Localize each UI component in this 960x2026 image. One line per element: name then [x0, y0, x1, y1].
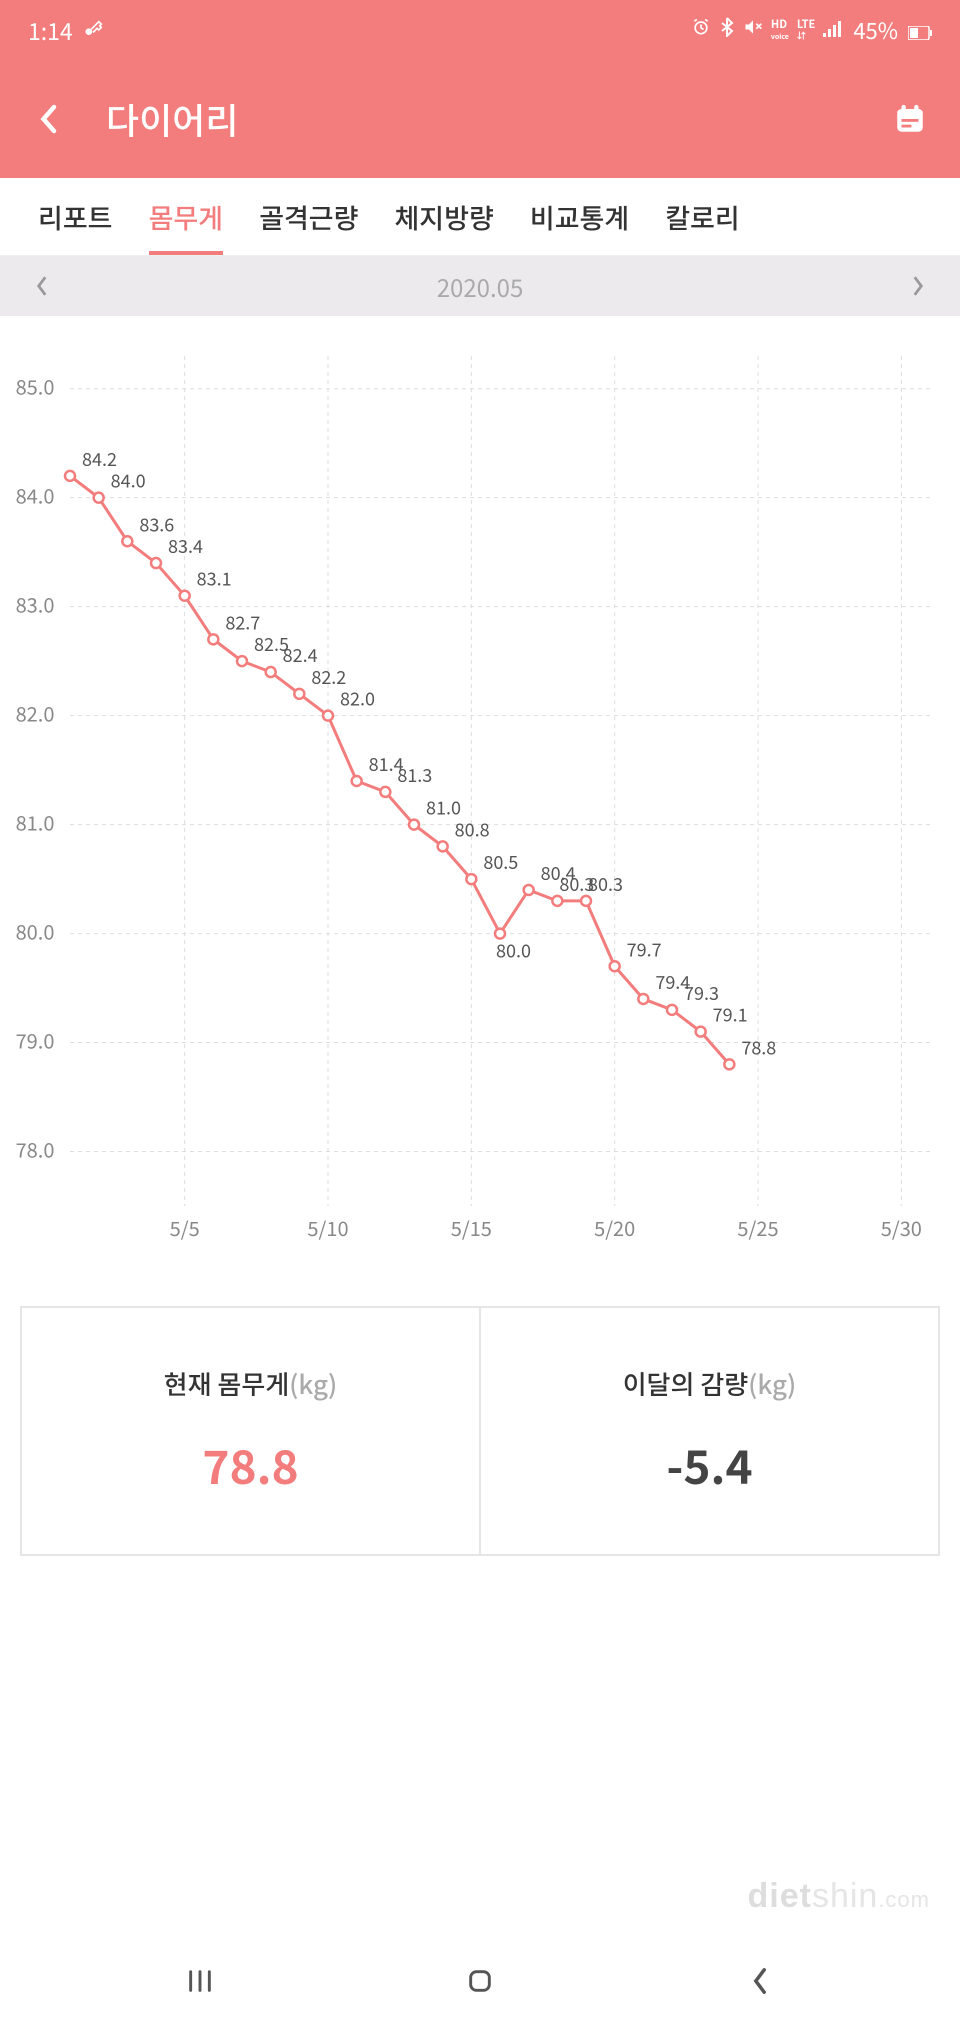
status-left: 1:14 [28, 13, 103, 47]
tab-3[interactable]: 체지방량 [376, 178, 511, 255]
status-icons-group: HDvoice LTE⇵ [691, 17, 843, 43]
svg-text:84.0: 84.0 [16, 481, 55, 510]
svg-text:5/25: 5/25 [737, 1213, 778, 1242]
svg-text:79.7: 79.7 [627, 936, 662, 962]
month-label: 2020.05 [437, 269, 524, 304]
svg-text:80.8: 80.8 [455, 816, 490, 842]
svg-text:5/20: 5/20 [594, 1213, 635, 1242]
svg-text:81.3: 81.3 [397, 762, 432, 788]
next-month-button[interactable] [906, 274, 930, 298]
svg-text:83.4: 83.4 [168, 533, 203, 559]
svg-text:79.1: 79.1 [713, 1002, 748, 1028]
svg-text:84.0: 84.0 [111, 468, 146, 494]
svg-text:5/30: 5/30 [881, 1213, 922, 1242]
svg-text:78.8: 78.8 [741, 1034, 776, 1060]
current-weight-label-text: 현재 몸무게 [164, 1365, 289, 1402]
mute-icon [743, 17, 763, 43]
current-weight-cell: 현재 몸무게(kg) 78.8 [22, 1308, 481, 1554]
svg-text:5/10: 5/10 [307, 1213, 348, 1242]
svg-text:82.0: 82.0 [16, 699, 55, 728]
signal-icon [823, 17, 843, 43]
svg-text:85.0: 85.0 [16, 372, 55, 401]
lte-icon: LTE⇵ [797, 19, 815, 41]
current-weight-unit: (kg) [289, 1365, 337, 1402]
svg-text:80.5: 80.5 [483, 849, 518, 875]
svg-text:83.1: 83.1 [197, 566, 232, 592]
tabs-bar: 리포트몸무게골격근량체지방량비교통계칼로리 [0, 178, 960, 256]
key-icon [83, 13, 103, 47]
current-weight-label: 현재 몸무게(kg) [164, 1365, 338, 1402]
battery-percent: 45% [853, 14, 898, 46]
tab-0[interactable]: 리포트 [20, 178, 131, 255]
svg-text:79.0: 79.0 [16, 1026, 55, 1055]
bluetooth-icon [719, 17, 735, 43]
svg-text:78.0: 78.0 [16, 1135, 55, 1164]
battery-icon [908, 13, 932, 47]
current-weight-value: 78.8 [202, 1432, 298, 1498]
chart-svg: 78.0 79.0 80.0 81.0 82.0 83.0 84.0 85.0 5/5 5/10 5… [0, 336, 960, 1266]
monthly-loss-value: -5.4 [666, 1432, 752, 1498]
svg-text:5/15: 5/15 [451, 1213, 492, 1242]
watermark-suffix: shin [812, 1877, 878, 1915]
monthly-loss-label: 이달의 감량(kg) [623, 1365, 797, 1402]
svg-text:5/5: 5/5 [170, 1213, 200, 1242]
svg-text:83.0: 83.0 [16, 590, 55, 619]
page-title: 다이어리 [106, 93, 890, 145]
month-selector: 2020.05 [0, 256, 960, 316]
svg-text:80.0: 80.0 [496, 938, 531, 964]
svg-text:80.0: 80.0 [16, 917, 55, 946]
tab-2[interactable]: 골격근량 [241, 178, 376, 255]
app-header: 다이어리 [0, 60, 960, 178]
svg-text:81.0: 81.0 [16, 808, 55, 837]
home-button[interactable] [450, 1951, 510, 2011]
svg-text:80.3: 80.3 [588, 871, 623, 897]
watermark-tld: .com [878, 1887, 930, 1912]
recents-button[interactable] [170, 1951, 230, 2011]
status-bar: 1:14 HDvoice LTE⇵ 45% [0, 0, 960, 60]
hd-voice-icon: HDvoice [771, 19, 789, 41]
status-right: HDvoice LTE⇵ 45% [691, 13, 932, 47]
prev-month-button[interactable] [30, 274, 54, 298]
weight-chart: 78.0 79.0 80.0 81.0 82.0 83.0 84.0 85.0 5/5 5/10 5… [0, 336, 960, 1266]
monthly-loss-unit: (kg) [748, 1365, 796, 1402]
watermark: dietshin.com [747, 1877, 930, 1916]
back-button[interactable] [30, 101, 66, 137]
tab-5[interactable]: 칼로리 [647, 178, 758, 255]
tab-4[interactable]: 비교통계 [512, 178, 647, 255]
monthly-loss-cell: 이달의 감량(kg) -5.4 [481, 1308, 938, 1554]
monthly-loss-label-text: 이달의 감량 [623, 1365, 748, 1402]
svg-text:82.0: 82.0 [340, 686, 375, 712]
android-back-button[interactable] [730, 1951, 790, 2011]
stats-row: 현재 몸무게(kg) 78.8 이달의 감량(kg) -5.4 [20, 1306, 940, 1556]
android-nav-bar [0, 1936, 960, 2026]
alarm-icon [691, 17, 711, 43]
tab-1[interactable]: 몸무게 [131, 178, 242, 255]
status-time: 1:14 [28, 13, 73, 47]
watermark-brand: diet [747, 1877, 811, 1915]
calendar-button[interactable] [890, 99, 930, 139]
